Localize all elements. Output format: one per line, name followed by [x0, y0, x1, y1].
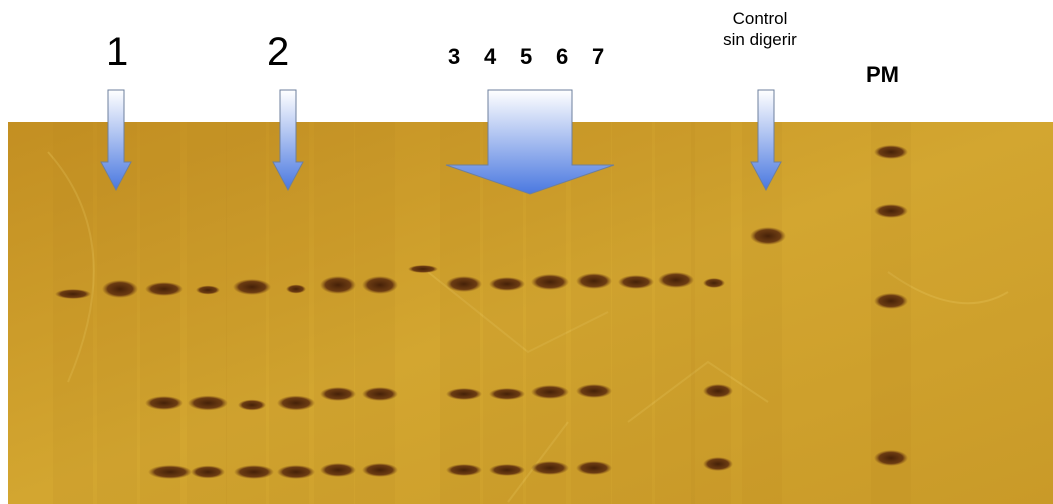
- lane-streak: [571, 122, 611, 504]
- gel-band: [874, 450, 908, 466]
- gel-band: [234, 465, 274, 479]
- gel-band: [489, 388, 525, 400]
- gel-image: [8, 122, 1053, 504]
- gel-band: [446, 388, 482, 400]
- control-label: Control sin digerir: [690, 8, 830, 50]
- control-label-line2: sin digerir: [723, 30, 797, 49]
- gel-band: [145, 282, 183, 296]
- gel-band: [148, 465, 192, 479]
- gel-band: [145, 396, 183, 410]
- lane-3-label: 3: [448, 44, 461, 69]
- gel-band: [531, 274, 569, 290]
- lane-streak: [440, 122, 480, 504]
- lane-streak: [526, 122, 566, 504]
- gel-band: [233, 279, 271, 295]
- gel-band: [102, 280, 138, 298]
- lane-streak: [742, 122, 782, 504]
- lane-streak: [314, 122, 354, 504]
- lane-streak: [53, 122, 93, 504]
- lane-streak: [97, 122, 137, 504]
- lane-6-label: 6: [556, 44, 569, 69]
- gel-band: [576, 384, 612, 398]
- gel-band: [196, 285, 220, 295]
- lane-streak: [612, 122, 652, 504]
- gel-band: [362, 387, 398, 401]
- gel-band: [320, 387, 356, 401]
- band-group: [55, 145, 908, 479]
- marker-label: PM: [866, 62, 899, 87]
- gel-band: [703, 384, 733, 398]
- lane-7-label: 7: [592, 44, 605, 69]
- gel-band: [703, 278, 725, 288]
- gel-band: [238, 399, 266, 411]
- lane-streak: [140, 122, 180, 504]
- gel-band: [874, 204, 908, 218]
- gel-band: [489, 464, 525, 476]
- gel-band: [703, 457, 733, 471]
- gel-band: [874, 293, 908, 309]
- gel-band: [362, 463, 398, 477]
- gel-band: [277, 395, 315, 411]
- lane-streak: [655, 122, 695, 504]
- gel-band: [576, 273, 612, 289]
- gel-band: [874, 145, 908, 159]
- lane-streak: [355, 122, 395, 504]
- lane-streak: [187, 122, 227, 504]
- lane-streak: [269, 122, 309, 504]
- lane-1-label: 1: [106, 30, 129, 74]
- gel-band: [576, 461, 612, 475]
- gel-texture: [47, 151, 1009, 503]
- gel-band: [188, 395, 228, 411]
- lane-2-label: 2: [267, 30, 290, 74]
- lane-5-label: 5: [520, 44, 533, 69]
- lane-streak: [226, 122, 266, 504]
- gel-band: [531, 385, 569, 399]
- gel-band: [446, 276, 482, 292]
- gel-band: [408, 265, 438, 273]
- lane-streak: [483, 122, 523, 504]
- gel-band: [320, 276, 356, 294]
- gel-band: [277, 465, 315, 479]
- gel-band: [191, 465, 225, 479]
- gel-band: [618, 275, 654, 289]
- gel-band: [446, 464, 482, 476]
- gel-band: [658, 272, 694, 288]
- lane-4-label: 4: [484, 44, 497, 69]
- control-label-line1: Control: [732, 9, 788, 28]
- gel-band: [55, 289, 91, 299]
- gel-band: [531, 461, 569, 475]
- lane-streak: [691, 122, 731, 504]
- gel-band: [320, 463, 356, 477]
- gel-band: [489, 277, 525, 291]
- lane-streak: [871, 122, 911, 504]
- gel-band: [750, 227, 786, 245]
- gel-band: [286, 284, 306, 294]
- gel-band: [362, 276, 398, 294]
